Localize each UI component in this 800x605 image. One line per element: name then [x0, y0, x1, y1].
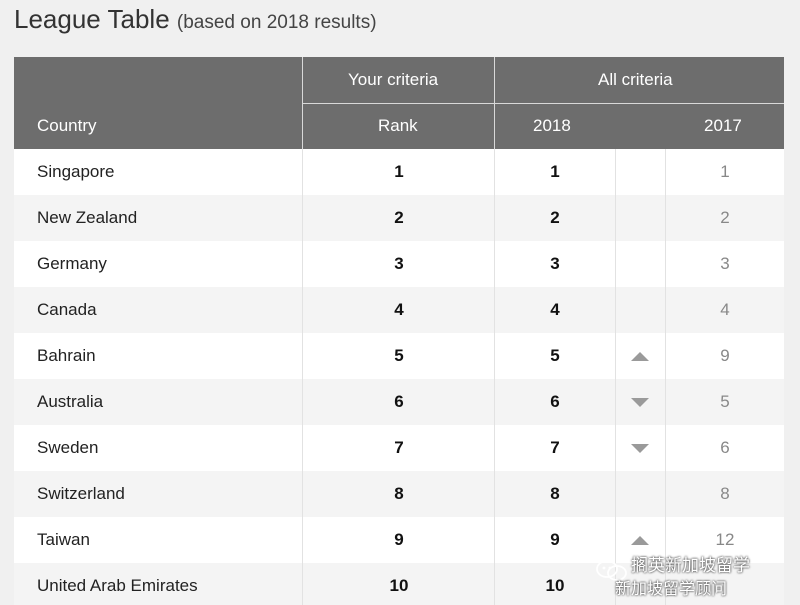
cell-country: Switzerland — [37, 484, 125, 503]
wechat-icon — [596, 560, 627, 581]
cell-2018: 4 — [550, 300, 560, 319]
trend-up-icon — [615, 333, 665, 379]
cell-2017: 4 — [720, 300, 730, 319]
cell-country: Taiwan — [37, 530, 90, 549]
cell-2017: 2 — [720, 208, 730, 227]
cell-rank: 2 — [394, 208, 404, 227]
cell-rank: 9 — [394, 530, 404, 549]
page-subtitle: (based on 2018 results) — [176, 12, 377, 33]
table-row[interactable]: United Arab Emirates 10 10 — [14, 563, 784, 605]
group-header-your-criteria: Your criteria — [348, 70, 439, 89]
cell-country: Australia — [37, 392, 104, 411]
body-vline-3 — [615, 149, 616, 605]
cell-2018: 10 — [545, 576, 565, 595]
watermark-line-1: 搁英新加坡留学 — [631, 556, 750, 575]
cell-rank: 3 — [394, 254, 404, 273]
table-header: Your criteria All criteria Country Rank … — [14, 57, 784, 149]
table-row[interactable]: Australia 6 6 5 — [14, 379, 784, 425]
cell-2018: 5 — [550, 346, 560, 365]
cell-country: Germany — [37, 254, 107, 273]
page-title-text: League Table — [14, 4, 170, 34]
table-row[interactable]: Canada 4 4 4 — [14, 287, 784, 333]
cell-country: New Zealand — [37, 208, 138, 227]
watermark: 搁英新加坡留学 新加坡留学顾问 — [595, 555, 800, 605]
cell-country: Singapore — [37, 162, 115, 181]
cell-country: Sweden — [37, 438, 99, 457]
cell-2017: 9 — [720, 346, 730, 365]
trend-none — [615, 241, 665, 287]
table-row[interactable]: Germany 3 3 3 — [14, 241, 784, 287]
cell-2017: 8 — [720, 484, 730, 503]
cell-2018: 8 — [550, 484, 560, 503]
trend-up-icon — [615, 517, 665, 563]
trend-none — [615, 287, 665, 333]
body-vline-1 — [302, 149, 303, 605]
header-vline-2 — [494, 57, 495, 149]
page-title: League Table (based on 2018 results) — [14, 4, 377, 35]
cell-2018: 2 — [550, 208, 560, 227]
cell-rank: 5 — [394, 346, 404, 365]
league-table: Your criteria All criteria Country Rank … — [14, 57, 784, 605]
table-row[interactable]: Switzerland 8 8 8 — [14, 471, 784, 517]
cell-2017: 12 — [715, 530, 735, 549]
table-row[interactable]: New Zealand 2 2 2 — [14, 195, 784, 241]
body-vline-2 — [494, 149, 495, 605]
cell-2017: 3 — [720, 254, 730, 273]
trend-none — [615, 195, 665, 241]
cell-country: United Arab Emirates — [37, 576, 198, 595]
column-header-2018[interactable]: 2018 — [533, 116, 571, 135]
trend-down-icon — [615, 379, 665, 425]
column-header-country[interactable]: Country — [37, 116, 97, 135]
table-row[interactable]: Bahrain 5 5 9 — [14, 333, 784, 379]
cell-2018: 9 — [550, 530, 560, 549]
trend-none — [615, 471, 665, 517]
table-row[interactable]: Singapore 1 1 1 — [14, 149, 784, 195]
body-vline-4 — [665, 149, 666, 605]
cell-2018: 6 — [550, 392, 560, 411]
cell-2018: 7 — [550, 438, 560, 457]
cell-country: Bahrain — [37, 346, 96, 365]
table-row[interactable]: Sweden 7 7 6 — [14, 425, 784, 471]
cell-rank: 7 — [394, 438, 404, 457]
column-header-rank[interactable]: Rank — [378, 116, 418, 135]
header-vline-1 — [302, 57, 303, 149]
cell-2017: 1 — [720, 162, 730, 181]
cell-2018: 1 — [550, 162, 560, 181]
cell-rank: 8 — [394, 484, 404, 503]
cell-country: Canada — [37, 300, 97, 319]
cell-2017: 5 — [720, 392, 730, 411]
column-header-2017[interactable]: 2017 — [704, 116, 742, 135]
cell-rank: 1 — [394, 162, 404, 181]
header-divider — [303, 103, 784, 104]
table-row[interactable]: Taiwan 9 9 12 — [14, 517, 784, 563]
trend-none — [615, 149, 665, 195]
watermark-line-2: 新加坡留学顾问 — [615, 581, 728, 598]
trend-down-icon — [615, 425, 665, 471]
cell-rank: 10 — [389, 576, 409, 595]
cell-2017: 6 — [720, 438, 730, 457]
group-header-all-criteria: All criteria — [598, 70, 673, 89]
cell-2018: 3 — [550, 254, 560, 273]
cell-rank: 6 — [394, 392, 404, 411]
cell-rank: 4 — [394, 300, 404, 319]
